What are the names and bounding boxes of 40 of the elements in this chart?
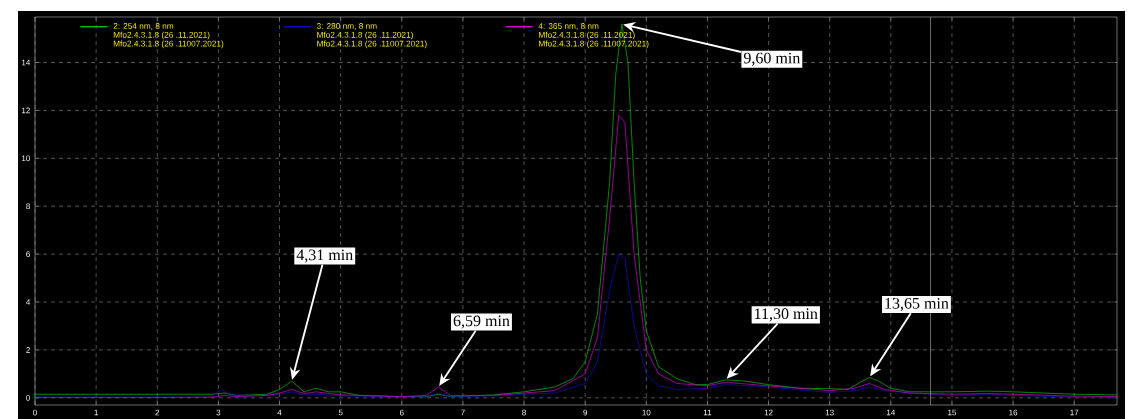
- annotation: 6,59 min: [453, 315, 510, 329]
- x-tick-label: 15: [948, 409, 957, 416]
- annotation: Mfo2.4.3.1.8 (26 .11.2021): [113, 31, 210, 40]
- y-tick-label: 6: [26, 251, 30, 257]
- legend-label: 2: 254 nm, 8 nm: [113, 23, 174, 30]
- x-tick-label: 12: [764, 409, 773, 416]
- y-tick-label: 4: [26, 299, 31, 305]
- x-tick-label: 5: [338, 409, 343, 416]
- x-tick-label: 17: [1070, 409, 1079, 416]
- annotation: Mfo2.4.3.1.8 (26 .11007.2021): [113, 40, 224, 49]
- annotation: Mfo2.4.3.1.8 (26 .11.2021): [317, 31, 413, 40]
- y-tick-label: 0: [26, 394, 30, 401]
- annotation: Mfo2.4.3.1.8 (26 .11007.2021): [539, 40, 649, 49]
- annotation: 11,30 min: [755, 308, 818, 322]
- x-tick-label: 1: [94, 409, 98, 416]
- x-tick-label: 7: [461, 409, 465, 416]
- x-tick-label: 10: [642, 409, 651, 416]
- x-tick-label: 6: [399, 409, 404, 416]
- x-tick-label: 2: [155, 409, 160, 416]
- legend-label: 3: 280 nm, 8 nm: [316, 23, 377, 30]
- x-tick-label: 4: [277, 409, 282, 416]
- y-tick-label: 10: [22, 155, 30, 162]
- x-tick-label: 16: [1009, 409, 1018, 416]
- y-tick-label: 2: [26, 347, 30, 353]
- y-tick-label: 8: [26, 203, 30, 210]
- annotation: 13,65 min: [885, 297, 949, 311]
- x-tick-label: 14: [886, 409, 896, 416]
- annotation: 9,60 min: [743, 52, 801, 66]
- x-tick-label: 3: [216, 409, 221, 416]
- x-tick-label: 8: [522, 409, 526, 416]
- x-tick-label: 9: [583, 409, 588, 416]
- annotation: Mfo2.4.3.1.8 (26 .11.2021): [539, 31, 635, 40]
- x-tick-label: 0: [33, 409, 37, 416]
- annotation: Mfo2.4.3.1.8 (26 .11007.2021): [317, 40, 427, 49]
- legend-label: 4: 365 nm, 8 nm: [538, 23, 599, 30]
- y-tick-label: 14: [22, 59, 31, 66]
- annotation: 4,31 min: [296, 249, 353, 263]
- x-tick-label: 11: [703, 409, 712, 416]
- x-tick-label: 13: [825, 409, 834, 416]
- y-tick-label: 12: [22, 107, 30, 114]
